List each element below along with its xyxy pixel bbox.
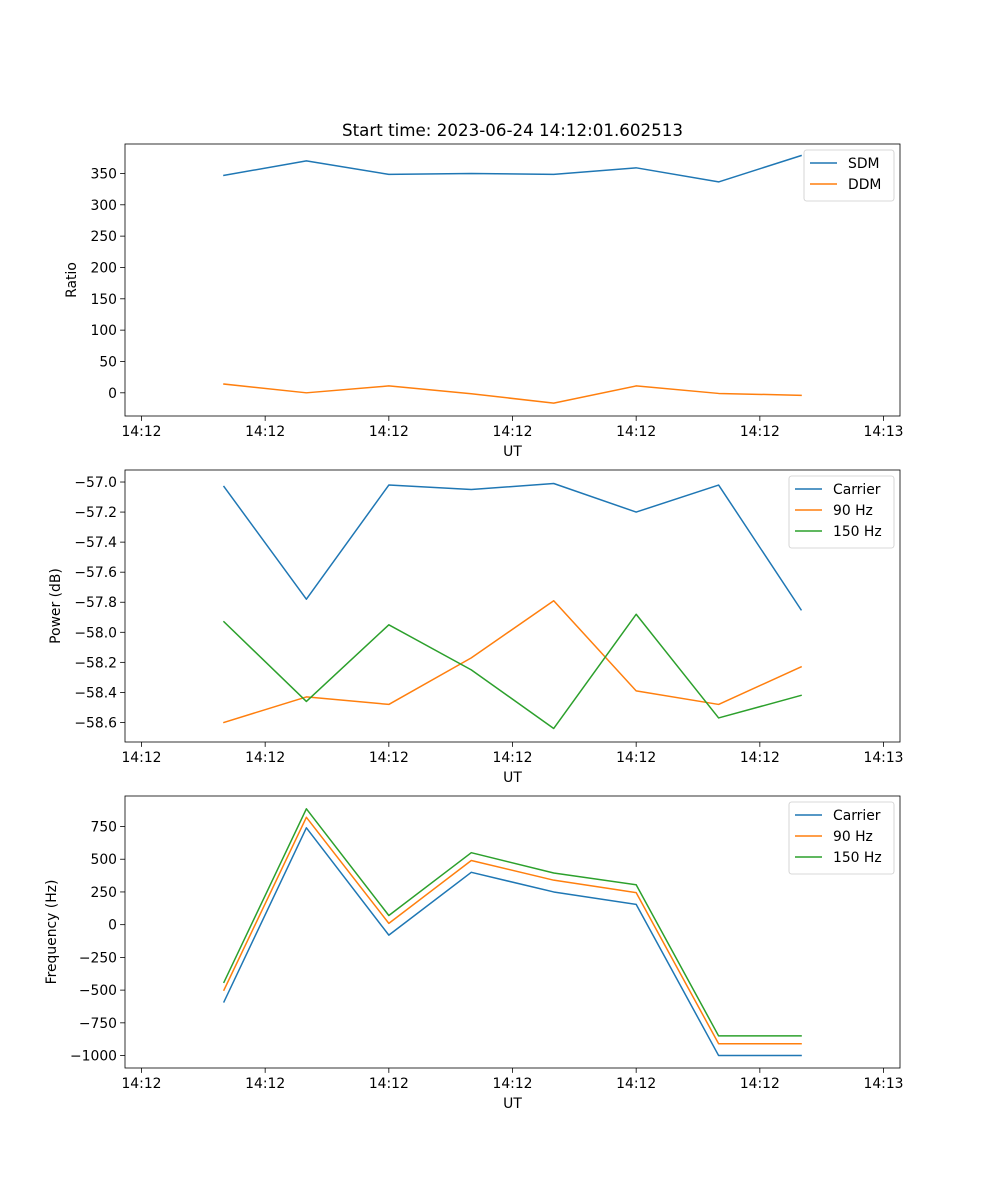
- series-line-90-hz: [222, 816, 802, 1045]
- series-line-ddm: [223, 383, 802, 404]
- x-tick-label: 14:13: [863, 1076, 903, 1092]
- series-line-90-hz: [223, 599, 803, 724]
- chart-panel-1: 14:12 14:12 14:12 14:12 14:12 14:12 14:13 0 50 10…: [64, 143, 904, 460]
- y-tick-label: −250: [79, 950, 117, 966]
- x-tick-label: 14:12: [616, 1076, 656, 1092]
- x-axis-label: UT: [503, 1096, 522, 1112]
- y-tick-label: −57.6: [74, 565, 117, 581]
- legend-entry: SDM: [848, 156, 880, 172]
- x-tick-label: 14:12: [740, 424, 780, 440]
- y-tick-label: 0: [108, 918, 117, 934]
- x-tick-label: 14:12: [369, 424, 409, 440]
- series-line-sdm: [223, 154, 803, 183]
- y-tick-label: −57.8: [74, 595, 117, 611]
- y-tick-label: 150: [90, 292, 117, 308]
- y-tick-label: 350: [90, 166, 117, 182]
- chart-panel-2: 14:12 14:12 14:12 14:12 14:12 14:12 14:13 −58.6…: [48, 469, 904, 786]
- x-tick-label: 14:12: [121, 1076, 161, 1092]
- x-tick-label: 14:12: [121, 750, 161, 766]
- y-tick-label: 500: [90, 852, 117, 868]
- y-tick-label: 50: [99, 354, 117, 370]
- series-line-150-hz: [222, 808, 802, 1037]
- y-tick-label: 750: [90, 819, 117, 835]
- legend-entry: 90 Hz: [833, 503, 873, 519]
- y-tick-label: −750: [79, 1016, 117, 1032]
- legend-entry: Carrier: [833, 482, 881, 498]
- x-tick-label: 14:12: [369, 750, 409, 766]
- x-tick-label: 14:12: [616, 750, 656, 766]
- x-tick-label: 14:12: [245, 750, 285, 766]
- y-tick-label: −58.2: [74, 655, 117, 671]
- y-tick-label: −58.6: [74, 715, 117, 731]
- y-tick-label: −500: [79, 983, 117, 999]
- x-tick-label: 14:12: [245, 1076, 285, 1092]
- y-tick-label: 200: [90, 260, 117, 276]
- y-tick-label: 250: [90, 885, 117, 901]
- chart-panel-3: 14:12 14:12 14:12 14:12 14:12 14:12 14:13 −1000…: [44, 795, 904, 1112]
- legend: Carrier 90 Hz 150 Hz: [788, 801, 895, 875]
- axes-frame: [124, 795, 901, 1069]
- legend-entry: 150 Hz: [833, 850, 882, 866]
- x-tick-label: 14:12: [121, 424, 161, 440]
- figure-title: Start time: 2023-06-24 14:12:01.602513: [342, 120, 683, 140]
- y-tick-label: −58.4: [74, 685, 117, 701]
- legend-frame: [788, 801, 895, 875]
- axes-frame: [124, 469, 901, 743]
- x-tick-label: 14:12: [492, 424, 532, 440]
- y-axis-label: Frequency (Hz): [44, 880, 60, 985]
- y-tick-label: −57.2: [74, 505, 117, 521]
- legend-entry: 90 Hz: [833, 829, 873, 845]
- y-tick-label: 250: [90, 229, 117, 245]
- series-line-carrier: [222, 482, 803, 611]
- legend-entry: 150 Hz: [833, 524, 882, 540]
- series-line-carrier: [222, 827, 802, 1057]
- y-tick-label: −1000: [70, 1049, 117, 1065]
- legend-entry: DDM: [848, 177, 881, 193]
- legend-entry: Carrier: [833, 808, 881, 824]
- y-axis-label: Power (dB): [48, 568, 64, 644]
- x-tick-label: 14:12: [492, 750, 532, 766]
- axes-frame: [124, 143, 901, 417]
- legend-frame: [788, 475, 895, 549]
- y-tick-label: −58.0: [74, 625, 117, 641]
- y-tick-label: 300: [90, 198, 117, 214]
- x-tick-label: 14:12: [245, 424, 285, 440]
- legend: Carrier 90 Hz 150 Hz: [788, 475, 895, 549]
- y-tick-label: 0: [108, 386, 117, 402]
- y-tick-label: −57.0: [74, 475, 117, 491]
- x-tick-label: 14:12: [369, 1076, 409, 1092]
- y-tick-label: 100: [90, 323, 117, 339]
- series-line-150-hz: [222, 613, 802, 730]
- legend: SDM DDM: [803, 149, 895, 202]
- y-tick-label: −57.4: [74, 535, 117, 551]
- x-tick-label: 14:13: [863, 424, 903, 440]
- x-tick-label: 14:12: [740, 750, 780, 766]
- x-axis-label: UT: [503, 770, 522, 786]
- x-tick-label: 14:13: [863, 750, 903, 766]
- x-axis-label: UT: [503, 444, 522, 460]
- y-axis-label: Ratio: [64, 262, 80, 298]
- x-tick-label: 14:12: [492, 1076, 532, 1092]
- x-tick-label: 14:12: [740, 1076, 780, 1092]
- x-tick-label: 14:12: [616, 424, 656, 440]
